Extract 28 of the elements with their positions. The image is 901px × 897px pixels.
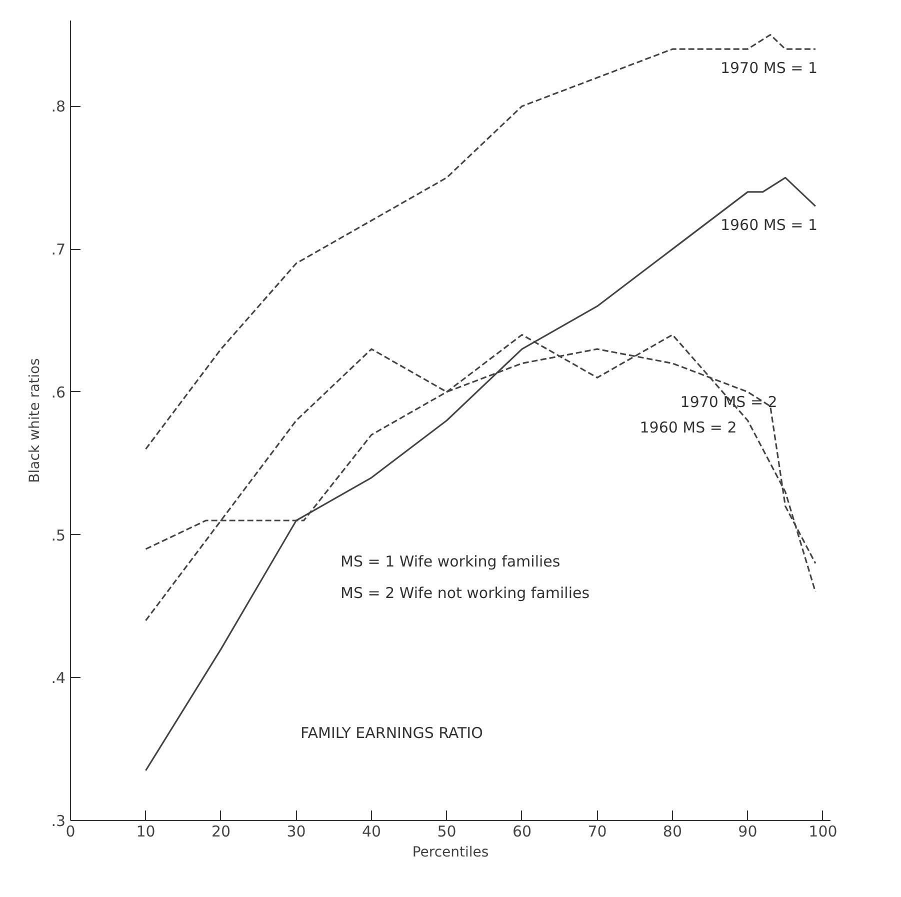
x-axis-title: Percentiles <box>412 844 489 860</box>
series-label: 1960 MS = 1 <box>720 216 818 234</box>
x-tick-label: 60 <box>512 822 532 840</box>
y-tick-label: .4 <box>51 669 66 688</box>
x-tick-label: 90 <box>738 822 758 840</box>
y-tick-label: .6 <box>51 383 66 402</box>
series-label: 1960 MS = 2 <box>640 418 737 436</box>
x-tick-label: 40 <box>362 822 382 840</box>
x-tick-label: 20 <box>211 822 231 840</box>
x-tick-label: 10 <box>136 822 156 840</box>
x-tick-label: 0 <box>66 822 76 840</box>
annotation: MS = 1 Wife working families <box>340 552 560 570</box>
y-axis-title: Black white ratios <box>27 358 44 483</box>
x-tick-label: 30 <box>286 822 306 840</box>
annotation: MS = 2 Wife not working families <box>340 584 590 602</box>
x-tick-label: 100 <box>808 822 838 840</box>
x-tick-label: 80 <box>662 822 682 840</box>
y-tick-label: .8 <box>51 98 66 116</box>
x-tick-label: 50 <box>437 822 456 840</box>
y-tick-label: .3 <box>51 812 66 830</box>
y-tick-label: .5 <box>51 526 66 544</box>
series-label: 1970 MS = 2 <box>680 393 778 412</box>
line-series <box>144 34 816 450</box>
y-tick-label: .7 <box>51 240 66 259</box>
series-label: 1970 MS = 1 <box>720 59 818 78</box>
x-tick-label: 70 <box>588 822 607 840</box>
annotation: FAMILY EARNINGS RATIO <box>300 724 483 742</box>
line-series <box>144 176 816 772</box>
